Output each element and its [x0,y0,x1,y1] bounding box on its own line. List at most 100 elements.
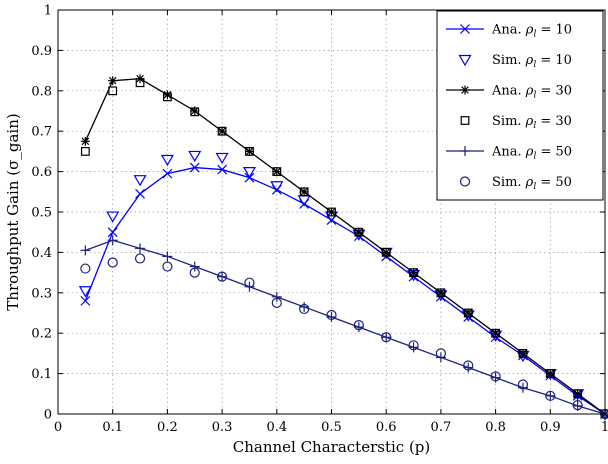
series-6 [80,253,608,420]
triangle-down-marker [215,152,229,165]
legend-entry: Sim. ρl = 50 [459,175,572,192]
star-marker [381,247,391,257]
star-marker [244,146,254,156]
square-marker [245,147,254,156]
circle-marker [408,340,419,351]
star-marker [436,288,446,298]
x-tick-label: 1 [601,420,608,435]
x-marker [217,164,228,175]
star-marker [491,328,501,338]
plus-marker [299,301,310,312]
plus-marker [463,362,474,373]
circle-marker [80,263,91,274]
square-marker [518,349,528,358]
y-tick-label: 0.5 [31,206,52,221]
plus-marker [460,146,470,156]
y-tick-label: 0.7 [31,125,52,140]
triangle-down-marker [133,175,147,187]
square-marker [409,268,418,277]
circle-marker [107,257,118,268]
square-marker [460,116,470,125]
circle-marker [326,309,337,321]
square-marker [381,248,391,257]
x-tick-label: 0.9 [540,420,561,435]
x-tick-label: 0.5 [321,420,342,435]
legend-entry: Sim. ρl = 30 [460,114,572,131]
plus-marker [107,235,118,246]
y-tick-label: 0.2 [31,327,52,342]
circle-marker [545,390,556,401]
plus-marker [381,332,392,343]
triangle-down-marker [458,54,472,67]
square-marker [163,92,172,102]
circle-marker [244,277,255,288]
x-marker [80,295,91,306]
x-marker [107,227,118,238]
legend-label: Ana. ρl = 10 [491,23,572,40]
legend-entry: Ana. ρl = 10 [446,23,572,40]
circle-marker [353,320,364,331]
legend-label: Ana. ρl = 30 [491,84,572,101]
circle-marker [435,348,446,359]
circle-marker [517,379,529,390]
y-tick-label: 0.3 [31,286,52,301]
star-marker [518,348,528,358]
plus-marker [271,291,282,302]
square-marker [436,288,446,298]
circle-marker [162,261,173,272]
y-tick-label: 0.9 [31,44,52,59]
plus-marker [217,271,228,282]
y-tick-label: 0.1 [31,367,52,382]
y-tick-label: 0.6 [31,165,52,180]
circle-marker [490,371,501,382]
circle-marker [381,332,392,343]
plus-marker [135,243,146,254]
circle-marker [217,271,228,282]
plus-marker [189,261,200,272]
circle-marker [572,400,583,411]
star-marker [354,227,364,237]
x-tick-label: 0.3 [212,420,233,435]
legend-entry: Sim. ρl = 10 [458,53,572,70]
circle-marker [189,267,200,278]
star-marker [162,90,172,100]
x-marker [189,162,200,173]
x-axis-title: Channel Characterstic (p) [233,438,431,456]
star-marker [460,85,470,95]
plus-marker [545,390,556,401]
x-tick-label: 0.6 [376,420,397,435]
x-tick-label: 0.7 [431,420,452,435]
square-marker [135,78,145,88]
triangle-down-marker [242,167,256,179]
plus-marker [408,342,419,353]
series-line [84,78,606,415]
star-marker [545,369,555,379]
y-tick-label: 0.4 [31,246,52,261]
square-marker [463,308,473,318]
x-marker [162,168,173,179]
star-marker [217,126,227,136]
y-tick-label: 1 [44,4,52,19]
square-marker [80,147,90,156]
legend-entry: Ana. ρl = 30 [446,84,572,101]
x-tick-label: 0.4 [266,420,287,435]
circle-marker [134,253,146,264]
square-marker [190,107,200,117]
triangle-down-marker [270,181,284,193]
legend-label: Sim. ρl = 10 [492,53,572,70]
square-marker [573,389,583,399]
x-tick-label: 0.2 [157,420,178,435]
triangle-down-marker [160,154,174,167]
star-marker [108,76,118,86]
square-marker [491,328,500,338]
y-tick-label: 0.8 [31,84,52,99]
square-marker [354,227,364,237]
legend-label: Sim. ρl = 50 [492,175,572,192]
star-marker [80,136,90,146]
plus-marker [326,312,337,323]
star-marker [463,308,473,318]
x-tick-label: 0.1 [102,420,123,435]
square-marker [545,369,555,378]
y-tick-label: 0 [44,408,52,423]
